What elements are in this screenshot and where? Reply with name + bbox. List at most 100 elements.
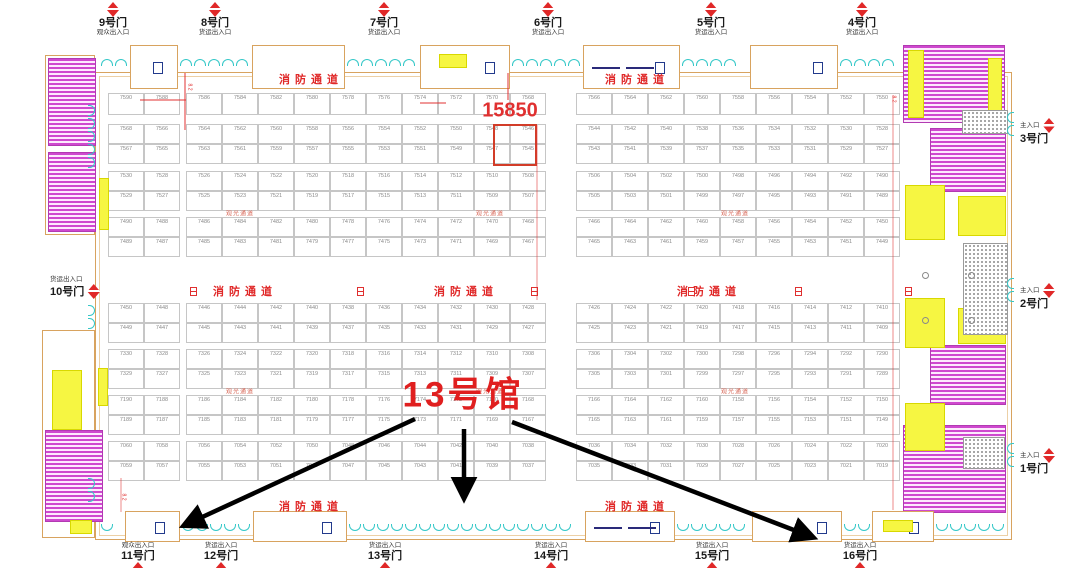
booth-cell: 7465 bbox=[576, 237, 612, 257]
booth-cell: 7507 bbox=[510, 191, 546, 211]
booth-cell: 7318 bbox=[330, 349, 366, 369]
fire-lane-label: 消防通道 bbox=[605, 74, 669, 86]
stair-block bbox=[70, 520, 92, 534]
booth-cell: 7563 bbox=[186, 144, 222, 164]
booth-cell: 7506 bbox=[576, 171, 612, 191]
gate-sub-label: 货运出入口 bbox=[198, 29, 232, 36]
door-arc-icon bbox=[363, 524, 375, 531]
booth-cell: 7515 bbox=[366, 191, 402, 211]
gate-diamond-icon bbox=[855, 2, 869, 17]
aisle-label: 观光通道 bbox=[225, 211, 255, 218]
booth-cell: 7417 bbox=[720, 323, 756, 343]
door-arc-icon bbox=[882, 59, 894, 66]
gate-9号门: 9号门 观众出入口 bbox=[97, 2, 129, 37]
booth-cell: 7528 bbox=[144, 171, 180, 191]
booth-cell: 7164 bbox=[612, 395, 648, 415]
gate-sub-label: 货运出入口 bbox=[695, 542, 729, 549]
booth-cell: 7500 bbox=[684, 171, 720, 191]
gate-name-label: 1号门 bbox=[1020, 463, 1049, 475]
booth-cell: 7424 bbox=[612, 303, 648, 323]
door-arc-run bbox=[88, 478, 96, 504]
booth-cell: 7578 bbox=[330, 93, 366, 115]
fire-lane-label: 消防通道 bbox=[677, 286, 741, 298]
gate-diamond-icon bbox=[106, 2, 120, 17]
booth-cell: 7489 bbox=[864, 191, 900, 211]
door-arc-run bbox=[101, 524, 124, 532]
booth-cell: 7410 bbox=[864, 303, 900, 323]
booth-cell: 7413 bbox=[792, 323, 828, 343]
booth-cell: 7049 bbox=[294, 461, 330, 481]
gate-diamond-icon bbox=[853, 562, 867, 570]
booth-cell: 7472 bbox=[438, 217, 474, 237]
booth-cell: 7561 bbox=[222, 144, 258, 164]
booth-cell: 7542 bbox=[612, 124, 648, 144]
booth-cell: 7039 bbox=[474, 461, 510, 481]
booth-cell: 7478 bbox=[330, 217, 366, 237]
door-arc-icon bbox=[526, 59, 538, 66]
booth-cell: 7566 bbox=[144, 124, 180, 144]
door-arc-run bbox=[844, 524, 872, 532]
door-arc-icon bbox=[461, 524, 473, 531]
fire-lane-label: 消防通道 bbox=[279, 501, 343, 513]
door-arc-icon bbox=[840, 59, 852, 66]
booth-cell: 7505 bbox=[576, 191, 612, 211]
booth-cell: 7324 bbox=[222, 349, 258, 369]
booth-cell: 7468 bbox=[510, 217, 546, 237]
door-arc-icon bbox=[682, 59, 694, 66]
booth-cell: 7490 bbox=[108, 217, 144, 237]
door-leaf-icon bbox=[813, 62, 823, 74]
door-arc-icon bbox=[1007, 456, 1014, 467]
booth-cell: 7556 bbox=[756, 93, 792, 115]
booth-cell: 7442 bbox=[258, 303, 294, 323]
booth-cell: 7045 bbox=[366, 461, 402, 481]
booth-cell: 7029 bbox=[684, 461, 720, 481]
booth-cell: 7557 bbox=[294, 144, 330, 164]
gate-1号门: 主入口 1号门 bbox=[1020, 448, 1056, 475]
booth-cell: 7550 bbox=[438, 124, 474, 144]
column-marker bbox=[968, 317, 975, 324]
booth-cell: 7536 bbox=[720, 124, 756, 144]
booth-cell: 7309 bbox=[474, 369, 510, 389]
gate-14号门: 货运出入口 14号门 bbox=[534, 542, 568, 570]
facility-room bbox=[930, 345, 1006, 405]
booth-cell: 7302 bbox=[648, 349, 684, 369]
booth-cell: 7479 bbox=[294, 237, 330, 257]
booth-cell: 7512 bbox=[438, 171, 474, 191]
booth-cell: 7534 bbox=[756, 124, 792, 144]
booth-cell: 7036 bbox=[576, 441, 612, 461]
booth-cell: 7456 bbox=[756, 217, 792, 237]
gate-name-label: 13号门 bbox=[367, 550, 403, 562]
booth-cell: 7416 bbox=[756, 303, 792, 323]
hall-outer-wall bbox=[95, 72, 1012, 540]
vestibule-box bbox=[125, 511, 180, 542]
gate-name-label: 14号门 bbox=[533, 550, 569, 562]
booth-cell: 7046 bbox=[366, 441, 402, 461]
door-arc-icon bbox=[512, 59, 524, 66]
door-arc-icon bbox=[115, 59, 127, 66]
booth-cell: 7562 bbox=[222, 124, 258, 144]
booth-cell: 7521 bbox=[258, 191, 294, 211]
booth-cell: 7530 bbox=[108, 171, 144, 191]
booth-cell: 7060 bbox=[108, 441, 144, 461]
door-arc-icon bbox=[208, 59, 220, 66]
booth-cell: 7513 bbox=[402, 191, 438, 211]
booth-cell: 7457 bbox=[720, 237, 756, 257]
booth-cell: 7572 bbox=[438, 93, 474, 115]
booth-cell: 7409 bbox=[864, 323, 900, 343]
door-arc-icon bbox=[978, 524, 990, 531]
gate-diamond-icon bbox=[1042, 118, 1056, 133]
booth-cell: 7053 bbox=[222, 461, 258, 481]
booth-cell: 7187 bbox=[144, 415, 180, 435]
vestibule-box bbox=[585, 511, 675, 542]
hall-name-label: 13号馆 bbox=[402, 375, 524, 415]
aisle-label: 观光通道 bbox=[720, 389, 750, 396]
booth-cell: 7439 bbox=[294, 323, 330, 343]
door-arc-icon bbox=[88, 105, 95, 116]
booth-cell: 7427 bbox=[510, 323, 546, 343]
booth-cell: 7319 bbox=[294, 369, 330, 389]
booth-cell: 7555 bbox=[330, 144, 366, 164]
door-arc-icon bbox=[719, 524, 731, 531]
column-marker bbox=[968, 272, 975, 279]
booth-cell: 7448 bbox=[144, 303, 180, 323]
booth-cell: 7526 bbox=[186, 171, 222, 191]
